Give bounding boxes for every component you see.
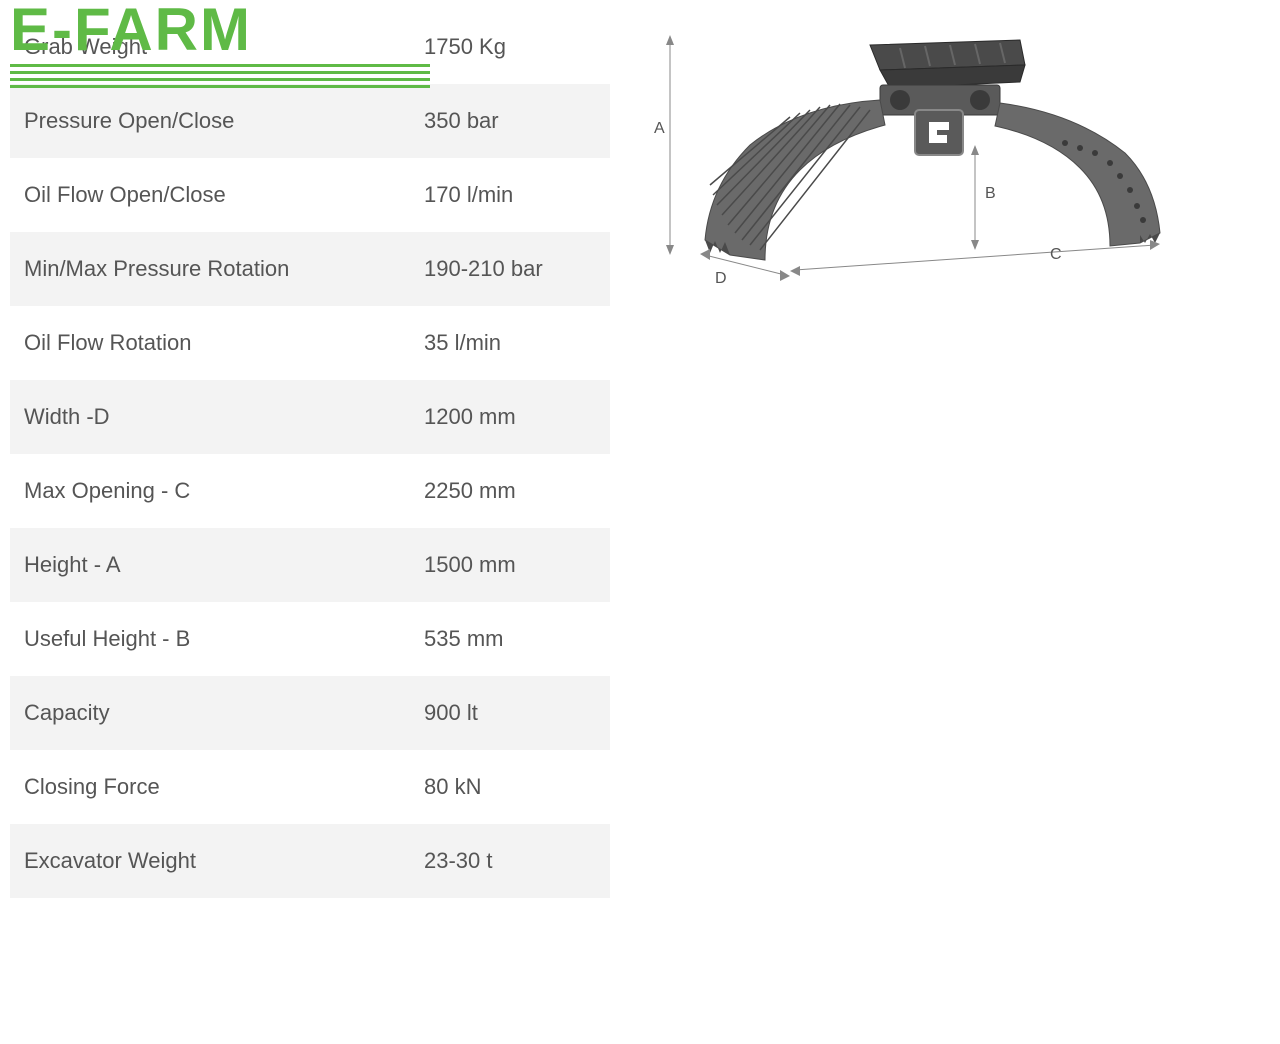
spec-label: Height - A	[24, 552, 424, 578]
logo-lines	[10, 64, 430, 88]
spec-label: Oil Flow Open/Close	[24, 182, 424, 208]
spec-label: Oil Flow Rotation	[24, 330, 424, 356]
product-diagram: A B C D	[650, 20, 1200, 300]
logo-line	[10, 71, 430, 74]
spec-row: Oil Flow Open/Close 170 l/min	[10, 158, 610, 232]
spec-value: 35 l/min	[424, 330, 501, 356]
spec-value: 1200 mm	[424, 404, 516, 430]
image-column: A B C D	[650, 10, 1270, 898]
spec-label: Max Opening - C	[24, 478, 424, 504]
logo-line	[10, 78, 430, 81]
dim-label-a: A	[654, 120, 665, 138]
spec-value: 2250 mm	[424, 478, 516, 504]
spec-label: Capacity	[24, 700, 424, 726]
spec-label: Pressure Open/Close	[24, 108, 424, 134]
spec-label: Closing Force	[24, 774, 424, 800]
logo: E-FARM	[10, 0, 430, 92]
spec-row: Pressure Open/Close 350 bar	[10, 84, 610, 158]
spec-value: 190-210 bar	[424, 256, 543, 282]
spec-value: 900 lt	[424, 700, 478, 726]
spec-value: 1500 mm	[424, 552, 516, 578]
spec-row: Useful Height - B 535 mm	[10, 602, 610, 676]
main-container: Grab Weight 1750 Kg Pressure Open/Close …	[10, 10, 1270, 898]
logo-text: E-FARM	[10, 0, 430, 60]
grapple-diagram-icon	[650, 20, 1200, 300]
dim-label-b: B	[985, 185, 996, 203]
spec-label: Min/Max Pressure Rotation	[24, 256, 424, 282]
dim-label-c: C	[1050, 246, 1062, 264]
spec-row: Closing Force 80 kN	[10, 750, 610, 824]
spec-row: Width -D 1200 mm	[10, 380, 610, 454]
logo-line	[10, 85, 430, 88]
spec-value: 23-30 t	[424, 848, 493, 874]
spec-value: 80 kN	[424, 774, 481, 800]
spec-value: 350 bar	[424, 108, 499, 134]
spec-row: Oil Flow Rotation 35 l/min	[10, 306, 610, 380]
spec-table: Grab Weight 1750 Kg Pressure Open/Close …	[10, 10, 610, 898]
spec-row: Min/Max Pressure Rotation 190-210 bar	[10, 232, 610, 306]
spec-label: Width -D	[24, 404, 424, 430]
spec-value: 535 mm	[424, 626, 503, 652]
spec-column: Grab Weight 1750 Kg Pressure Open/Close …	[10, 10, 610, 898]
spec-label: Useful Height - B	[24, 626, 424, 652]
spec-row: Height - A 1500 mm	[10, 528, 610, 602]
dim-label-d: D	[715, 270, 727, 288]
spec-row: Capacity 900 lt	[10, 676, 610, 750]
spec-row: Excavator Weight 23-30 t	[10, 824, 610, 898]
spec-value: 170 l/min	[424, 182, 513, 208]
spec-value: 1750 Kg	[424, 34, 506, 60]
logo-line	[10, 64, 430, 67]
spec-label: Excavator Weight	[24, 848, 424, 874]
spec-row: Max Opening - C 2250 mm	[10, 454, 610, 528]
